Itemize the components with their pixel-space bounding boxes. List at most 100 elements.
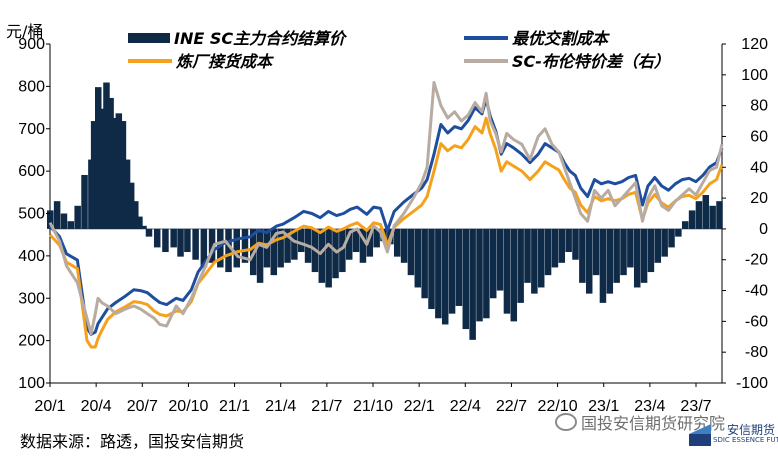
spread-bar-60 [435,228,442,319]
spread-bar-61 [441,228,449,325]
spread-bar-11 [107,97,114,229]
spread-bar-91 [647,228,655,273]
spread-bar-10 [103,82,110,229]
spread-bar-50 [366,228,374,257]
spread-bar-96 [681,221,689,229]
spread-bar-40 [297,228,305,253]
right-axis-ticks: 120 100 80 60 40 20 0 -20 -40 -60 -80 -100 [722,36,768,392]
left-tick-label-6: 300 [18,290,45,307]
spread-bar-44 [325,228,332,288]
x-tick-label-12: 23/1 [588,398,619,415]
line-series-2 [48,81,724,336]
spread-bar-32 [241,228,249,263]
spread-bar-83 [592,228,600,276]
right-tick-label-4: 40 [750,159,768,176]
spread-bar-1 [53,201,61,229]
spread-bar-20 [145,228,153,237]
spread-bar-9 [99,108,106,229]
spread-bar-97 [688,210,696,229]
x-tick-label-3: 20/10 [168,398,208,415]
legend-label-diff: SC-布伦特价差（右） [512,52,670,71]
spread-bar-12 [111,117,118,229]
logo-name-en: SDIC ESSENCE FUTURES [713,436,778,444]
left-tick-label-1: 800 [18,78,45,95]
x-tick-label-6: 21/7 [311,398,342,415]
spread-bar-15 [123,159,131,229]
left-tick-label-3: 600 [18,163,45,180]
wechat-icon [555,413,577,431]
spread-bar-24 [177,228,184,257]
spread-bar-19 [140,225,147,229]
source-note: 数据来源：路透，国投安信期货 [20,432,245,451]
spread-bar-85 [606,228,614,294]
legend-swatch-bar [128,33,170,43]
right-tick-label-8: -40 [745,283,768,300]
spread-bar-64 [462,228,470,330]
x-tick-label-8: 22/1 [404,398,435,415]
right-tick-label-9: -60 [745,313,768,330]
spread-bar-79 [565,228,572,253]
left-tick-label-7: 200 [18,333,45,350]
spread-bar-94 [668,228,675,248]
spread-bar-43 [318,228,326,283]
logo-mark-icon [689,424,711,446]
spread-bar-46 [339,228,346,273]
legend: INE SC主力合约结算价 炼厂接货成本 最优交割成本 SC-布伦特价差（右） [128,29,670,71]
spread-bar-77 [551,228,559,268]
spread-bar-30 [225,228,232,273]
spread-bar-47 [345,228,353,260]
spread-bar-62 [448,228,456,314]
spread-bar-95 [675,228,682,237]
spread-bar-90 [640,228,648,283]
spread-bar-57 [414,228,422,288]
spread-bar-98 [695,201,703,229]
spread-bar-5 [81,174,88,229]
left-tick-label-4: 500 [18,206,45,223]
spread-bar-75 [537,228,545,288]
spread-bar-68 [489,228,497,299]
spread-bar-65 [469,228,476,340]
watermark: 国投安信期货研究院 [555,410,725,434]
x-tick-label-13: 23/4 [634,398,665,415]
left-tick-label-0: 900 [18,36,45,53]
company-logo: 安信期货 SDIC ESSENCE FUTURES [687,418,778,450]
spread-bar-63 [455,228,463,306]
spread-bar-48 [352,228,360,253]
watermark-text: 国投安信期货研究院 [581,414,726,433]
left-axis-ticks: 900 800 700 600 500 400 300 200 100 [18,36,50,392]
right-tick-label-1: 100 [741,67,768,84]
legend-label-refinery: 炼厂接货成本 [175,52,274,71]
spread-bar-80 [572,228,579,260]
spread-bar-18 [136,216,143,229]
spread-bar-66 [476,228,483,322]
legend-label-cheapest: 最优交割成本 [512,29,610,48]
spread-bar-3 [67,221,75,229]
spread-bar-26 [192,228,199,260]
spread-bar-55 [400,228,408,263]
spread-bar-82 [585,228,593,294]
right-tick-label-11: -100 [736,375,768,392]
spread-bar-100 [709,205,716,229]
spread-bar-39 [291,228,298,260]
right-tick-label-5: 20 [750,190,768,207]
spread-bar-58 [421,228,428,299]
spread-bar-17 [132,201,139,229]
spread-bar-0 [47,210,54,229]
spread-bar-67 [483,228,490,319]
spread-bar-87 [620,228,627,276]
spread-bar-2 [60,213,68,229]
spread-bar-21 [153,228,161,248]
spread-bar-84 [599,228,607,303]
left-tick-label-2: 700 [18,121,45,138]
spread-bar-49 [359,228,367,263]
spread-bar-70 [503,228,511,314]
x-tick-label-0: 20/1 [34,398,65,415]
spread-bar-31 [233,228,241,268]
spread-bar-28 [208,228,216,263]
legend-label-spread: INE SC主力合约结算价 [174,29,348,48]
spread-bar-71 [510,228,518,322]
spread-bar-45 [332,228,339,279]
spread-bars [47,82,723,340]
spread-bar-13 [115,113,123,229]
